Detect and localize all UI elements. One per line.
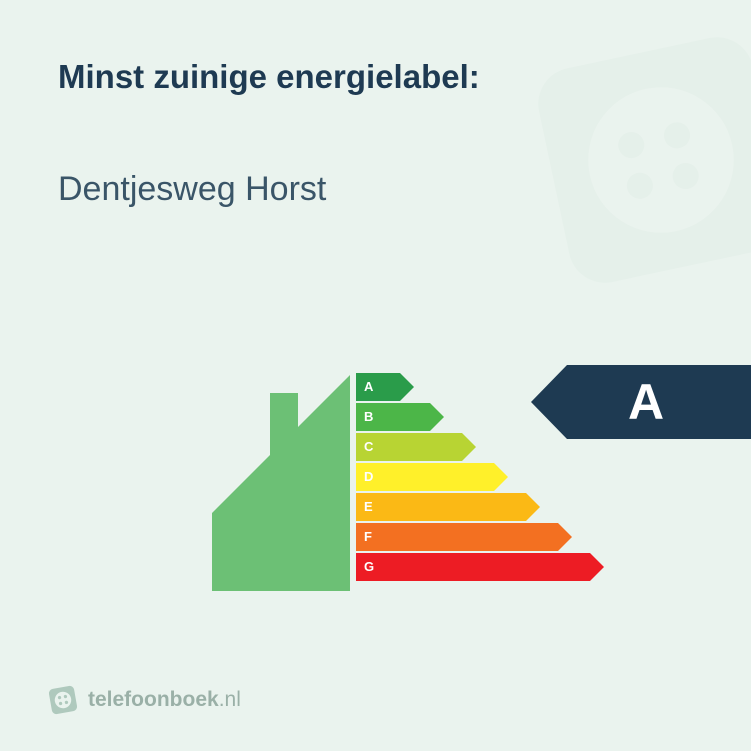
phonebook-icon [46,683,81,718]
address-line: Dentjesweg Horst [58,170,326,209]
energy-bar-label: C [364,433,373,461]
footer-brand: telefoonboek.nl [48,685,241,715]
energy-label-chart: ABCDEFG [178,365,578,595]
energy-bar-label: B [364,403,373,431]
page-title: Minst zuinige energielabel: [58,58,480,96]
energy-bar-label: D [364,463,373,491]
energy-bar-label: A [364,373,373,401]
footer-text: telefoonboek.nl [88,688,241,712]
energy-bar-label: G [364,553,374,581]
footer-brand-rest: .nl [219,688,241,711]
grade-badge: A [531,365,751,439]
house-icon [178,365,350,595]
energy-bar-label: E [364,493,373,521]
energy-bar-label: F [364,523,372,551]
watermark-logo [507,6,751,314]
footer-brand-bold: telefoonboek [88,688,219,711]
grade-letter: A [571,365,721,439]
